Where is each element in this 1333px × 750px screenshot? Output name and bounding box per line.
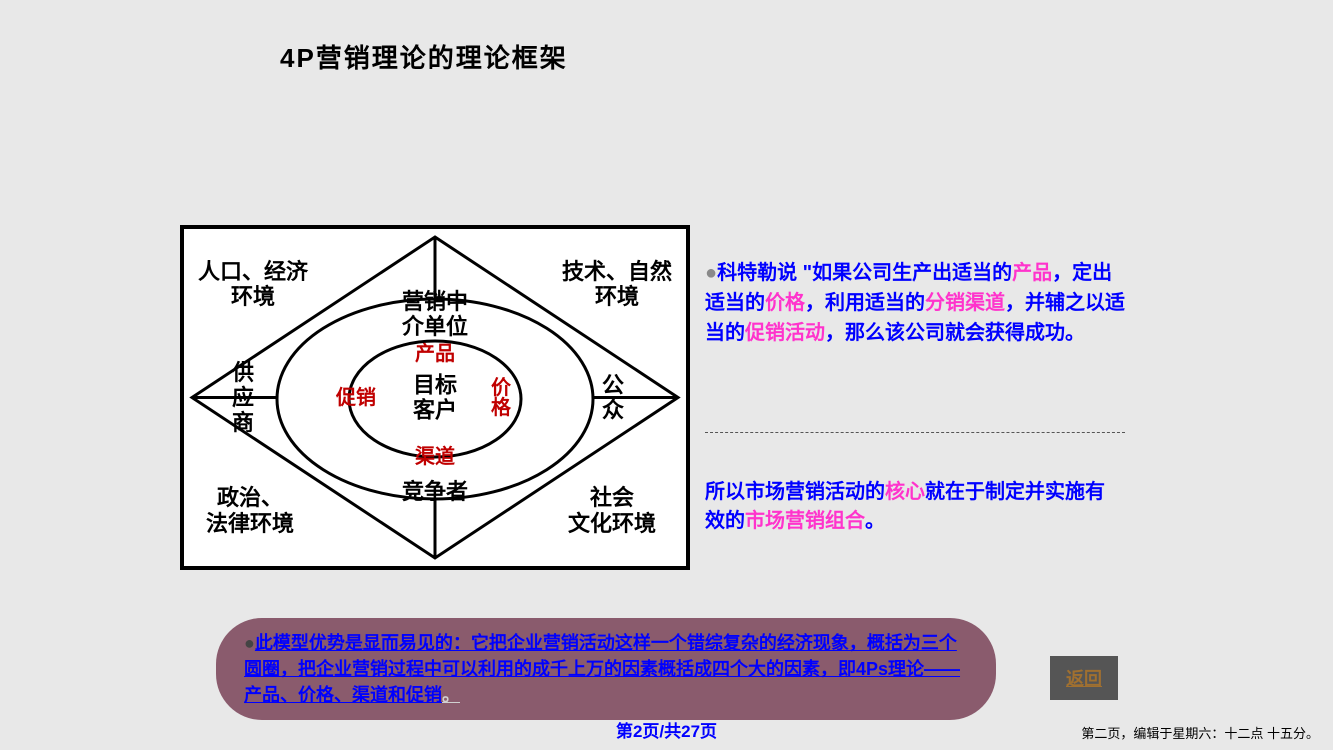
bullet-icon: ● — [705, 262, 717, 284]
q-t4: 价格 — [765, 292, 805, 314]
ring-right: 公 众 — [602, 372, 624, 423]
pill-tail: 。 — [442, 685, 460, 705]
kotler-quote: ●科特勒说 "如果公司生产出适当的产品，定出适当的价格，利用适当的分销渠道，并辅… — [705, 258, 1125, 348]
center-label: 目标 客户 — [413, 372, 457, 423]
corner-bot-right: 社会 文化环境 — [568, 485, 656, 536]
divider-dashed — [705, 432, 1125, 433]
q-t5: ，利用适当的 — [805, 292, 925, 314]
corner-top-left: 人口、经济 环境 — [198, 259, 308, 310]
p-product: 产品 — [415, 344, 455, 364]
q-t9: ，那么该公司就会获得成功。 — [825, 322, 1085, 344]
pill-text: 此模型优势是显而易见的：它把企业营销活动这样一个错综复杂的经济现象，概括为三个圆… — [244, 633, 960, 705]
marketing-4p-diagram: 人口、经济 环境 技术、自然 环境 政治、 法律环境 社会 文化环境 营销中 介… — [180, 225, 690, 570]
p-promotion: 促销 — [336, 388, 376, 408]
q-t1: 科特勒说 "如果公司生产出适当的 — [717, 262, 1012, 284]
p2-t2: 核心 — [885, 481, 925, 503]
core-paragraph: 所以市场营销活动的核心就在于制定并实施有效的市场营销组合。 — [705, 478, 1115, 536]
corner-bot-left: 政治、 法律环境 — [206, 485, 294, 536]
summary-pill: ●此模型优势是显而易见的：它把企业营销活动这样一个错综复杂的经济现象，概括为三个… — [216, 618, 996, 720]
q-t6: 分销渠道 — [925, 292, 1005, 314]
p2-t1: 所以市场营销活动的 — [705, 481, 885, 503]
ring-bottom: 竞争者 — [402, 479, 468, 504]
ring-left: 供 应 商 — [232, 360, 254, 436]
footer-timestamp: 第二页，编辑于星期六：十二点 十五分。 — [1081, 723, 1319, 742]
p2-t5: 。 — [865, 510, 885, 532]
p-price: 价 格 — [491, 378, 511, 418]
p2-t4: 市场营销组合 — [745, 510, 865, 532]
corner-top-right: 技术、自然 环境 — [562, 259, 672, 310]
ring-top: 营销中 介单位 — [402, 289, 468, 340]
p-place: 渠道 — [415, 447, 455, 467]
q-t2: 产品 — [1012, 262, 1052, 284]
q-t8: 促销活动 — [745, 322, 825, 344]
return-button[interactable]: 返回 — [1050, 656, 1118, 700]
page-title: 4P营销理论的理论框架 — [280, 38, 568, 75]
bullet-icon: ● — [244, 633, 255, 653]
